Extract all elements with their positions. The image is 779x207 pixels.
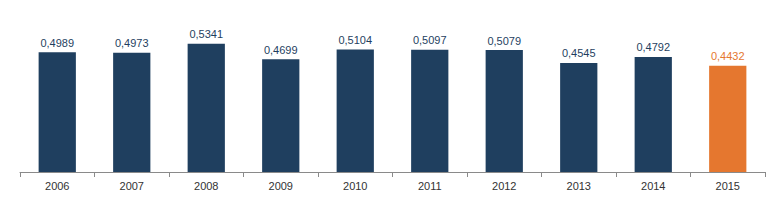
svg-text:0,4699: 0,4699 (264, 44, 298, 56)
svg-text:2010: 2010 (343, 180, 367, 192)
svg-text:0,5097: 0,5097 (413, 34, 447, 46)
svg-text:2007: 2007 (120, 180, 144, 192)
svg-text:0,4973: 0,4973 (115, 37, 149, 49)
svg-text:0,4989: 0,4989 (40, 37, 74, 49)
svg-text:0,4792: 0,4792 (636, 41, 670, 53)
svg-text:0,5104: 0,5104 (338, 34, 372, 46)
svg-text:2012: 2012 (492, 180, 516, 192)
svg-text:2014: 2014 (641, 180, 665, 192)
svg-text:2008: 2008 (194, 180, 218, 192)
svg-text:0,4432: 0,4432 (711, 50, 745, 62)
svg-text:2015: 2015 (716, 180, 740, 192)
svg-text:2011: 2011 (418, 180, 442, 192)
svg-text:0,5079: 0,5079 (487, 35, 521, 47)
svg-text:0,4545: 0,4545 (562, 47, 596, 59)
svg-text:2006: 2006 (45, 180, 69, 192)
svg-text:0,5341: 0,5341 (189, 28, 223, 40)
svg-text:2013: 2013 (567, 180, 591, 192)
svg-text:2009: 2009 (269, 180, 293, 192)
